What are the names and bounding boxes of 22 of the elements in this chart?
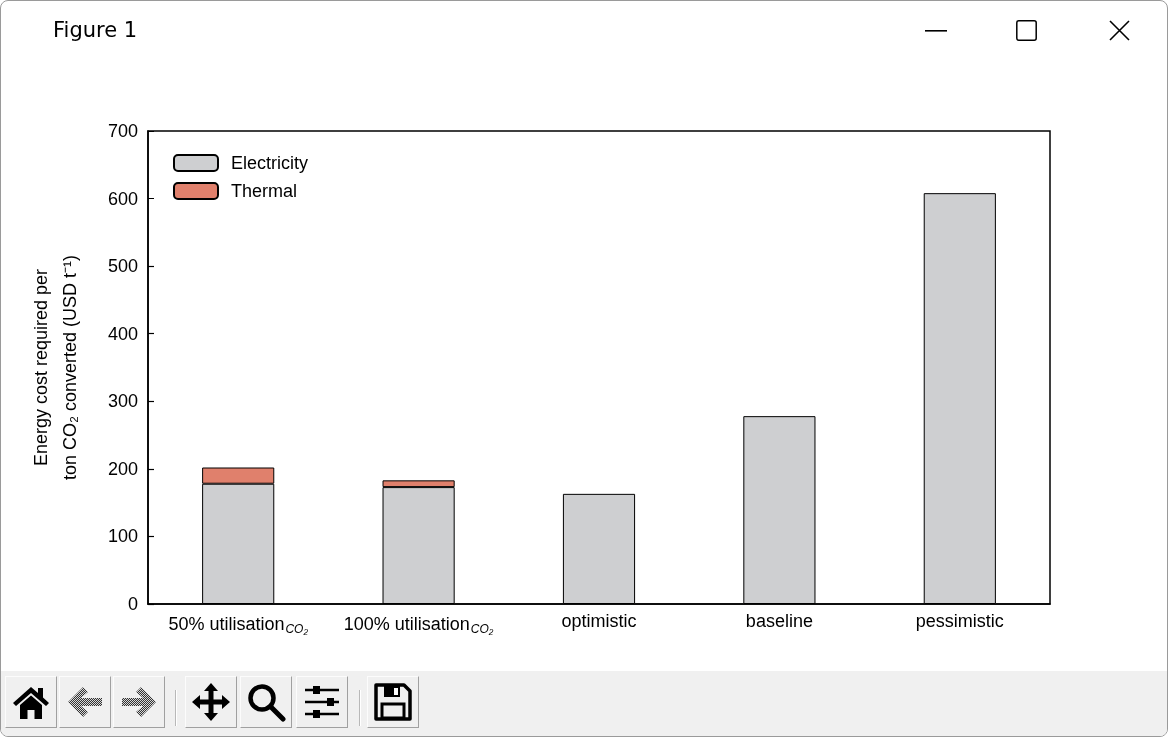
x-tick-label: pessimistic	[915, 611, 1004, 631]
y-tick-label: 700	[107, 121, 138, 141]
x-tick-label: optimistic	[561, 611, 637, 631]
y-tick-label: 0	[127, 594, 138, 614]
x-tick-label: baseline	[745, 611, 813, 631]
legend-label: Electricity	[231, 153, 309, 173]
settings-button[interactable]	[296, 676, 348, 728]
home-button[interactable]	[5, 676, 57, 728]
y-axis-title: Energy cost required per ton CO₂ converted (USD t⁻¹)	[30, 254, 80, 481]
y-tick-label: 600	[107, 188, 138, 209]
save-button[interactable]	[367, 676, 419, 728]
y-tick-label: 400	[107, 323, 138, 344]
forward-button[interactable]	[113, 676, 165, 728]
caption: Figure 1	[53, 18, 138, 42]
legend-label: Thermal	[231, 181, 298, 201]
zoom-button[interactable]	[240, 676, 292, 728]
y-tick-label: 500	[107, 256, 138, 277]
y-tick-label: 100	[107, 526, 138, 547]
y-tick-label: 300	[107, 391, 138, 412]
pan-button[interactable]	[185, 676, 237, 728]
back-button[interactable]	[59, 676, 111, 728]
y-tick-label: 200	[107, 458, 138, 479]
